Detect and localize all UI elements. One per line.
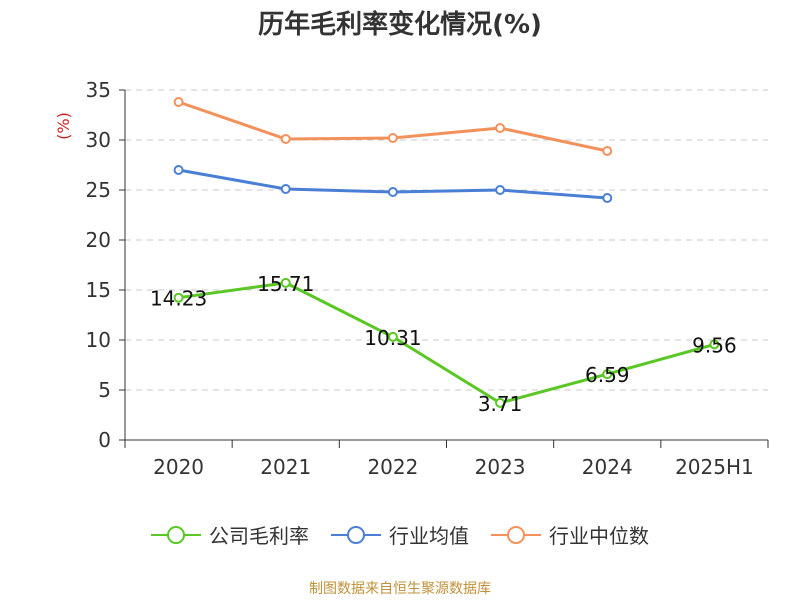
- y-tick-label: 20: [86, 228, 111, 252]
- legend: 公司毛利率 行业均值 行业中位数: [0, 520, 800, 549]
- data-point-2: [173, 97, 184, 107]
- x-tick-label: 2023: [475, 455, 526, 479]
- data-point-2: [387, 133, 398, 143]
- data-label: 15.71: [257, 272, 314, 296]
- y-tick-label: 10: [86, 328, 111, 352]
- data-point-0: [280, 277, 291, 288]
- data-label: 14.23: [150, 287, 207, 311]
- data-point-0: [709, 339, 720, 350]
- x-tick-label: 2020: [153, 455, 204, 479]
- legend-marker-company-icon: [151, 525, 201, 545]
- data-label: 6.59: [585, 363, 630, 387]
- legend-marker-industry-median-icon: [491, 525, 541, 545]
- y-tick-label: 25: [86, 178, 111, 202]
- data-point-0: [495, 397, 506, 408]
- data-point-0: [387, 331, 398, 342]
- x-tick-label: 2021: [260, 455, 311, 479]
- data-label: 9.56: [692, 333, 737, 357]
- y-axis-label: (%): [54, 112, 73, 140]
- legend-label-industry-mean: 行业均值: [389, 524, 469, 548]
- data-label: 3.71: [478, 392, 523, 416]
- data-point-2: [602, 146, 613, 156]
- data-point-1: [173, 165, 184, 175]
- data-point-2: [495, 123, 506, 133]
- data-point-2: [280, 134, 291, 144]
- legend-label-company: 公司毛利率: [209, 524, 309, 548]
- y-tick-label: 35: [86, 78, 111, 102]
- y-tick-label: 5: [98, 378, 111, 402]
- y-tick-label: 30: [86, 128, 111, 152]
- data-point-1: [387, 187, 398, 197]
- chart-title: 历年毛利率变化情况(%): [258, 10, 542, 40]
- data-point-1: [280, 184, 291, 194]
- data-point-0: [173, 292, 184, 303]
- x-tick-label: 2025H1: [675, 455, 754, 479]
- legend-marker-industry-mean-icon: [331, 525, 381, 545]
- legend-item-company[interactable]: 公司毛利率: [151, 520, 309, 549]
- series-line-2: [178, 100, 608, 153]
- data-point-1: [495, 185, 506, 195]
- y-tick-label: 0: [98, 428, 111, 452]
- x-tick-label: 2024: [582, 455, 633, 479]
- x-tick-label: 2022: [367, 455, 418, 479]
- y-tick-label: 15: [86, 278, 111, 302]
- legend-item-industry-median[interactable]: 行业中位数: [491, 520, 649, 549]
- data-label: 10.31: [364, 326, 421, 350]
- data-point-0: [602, 369, 613, 380]
- data-point-1: [602, 193, 613, 203]
- legend-label-industry-median: 行业中位数: [549, 524, 649, 548]
- legend-item-industry-mean[interactable]: 行业均值: [331, 520, 469, 549]
- source-footer: 制图数据来自恒生聚源数据库: [309, 581, 491, 597]
- series-line-0: [178, 281, 715, 405]
